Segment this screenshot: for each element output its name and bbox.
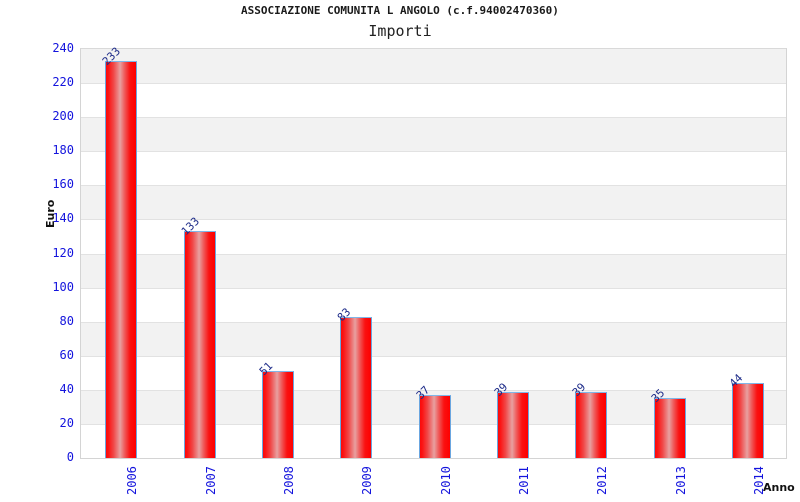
y-tick-label: 240	[52, 41, 74, 55]
x-tick-label: 2008	[281, 466, 296, 495]
bar[interactable]	[418, 394, 451, 458]
x-tick-label: 2011	[516, 466, 531, 495]
x-axis-tick-labels: 2006 2007 2008 2009 2010 2011 2012 2013 2014	[80, 462, 785, 502]
y-tick-label: 20	[59, 415, 74, 430]
gridline	[81, 117, 786, 118]
y-tick-label: 140	[52, 211, 74, 226]
bar[interactable]	[575, 391, 608, 458]
bar[interactable]	[105, 60, 138, 458]
y-tick-label: 100	[52, 279, 74, 294]
x-tick-label: 2009	[360, 466, 375, 495]
y-tick-label: 160	[52, 177, 74, 192]
x-tick-label: 2013	[673, 466, 688, 495]
y-tick-label: 200	[52, 109, 74, 124]
y-axis-tick-labels: 240 220 200 180 160 140 120 100 80 60 40 20 0	[14, 41, 74, 464]
y-tick-label: 80	[59, 313, 74, 328]
chart-subtitle: Importi	[368, 22, 432, 40]
gridline	[81, 356, 786, 357]
bar[interactable]	[183, 231, 216, 458]
chart-title: ASSOCIAZIONE COMUNITA L ANGOLO (c.f.9400…	[241, 4, 559, 17]
plot-area: 233 133 51 83 37 39 39 35 44	[80, 45, 787, 459]
x-axis-title: Anno	[763, 481, 795, 494]
gridline	[81, 322, 786, 323]
gridline	[81, 254, 786, 255]
background-band	[81, 49, 786, 84]
y-tick-label: 60	[59, 347, 74, 362]
bar[interactable]	[261, 371, 294, 458]
bar[interactable]	[496, 391, 529, 458]
bar[interactable]	[340, 316, 373, 458]
gridline	[81, 151, 786, 152]
bar[interactable]	[653, 398, 686, 458]
x-tick-label: 2012	[595, 466, 610, 495]
y-tick-label: 120	[52, 245, 74, 260]
y-axis-title: Euro	[44, 199, 57, 228]
x-tick-label: 2007	[203, 466, 218, 495]
gridline	[81, 390, 786, 391]
x-tick-label: 2010	[438, 466, 453, 495]
gridline	[81, 185, 786, 186]
gridline	[81, 219, 786, 220]
y-tick-label: 220	[52, 75, 74, 90]
bar[interactable]	[731, 383, 764, 458]
y-tick-label: 180	[52, 143, 74, 158]
background-band	[81, 117, 786, 152]
y-tick-label: 40	[59, 381, 74, 396]
gridline	[81, 288, 786, 289]
x-tick-label: 2006	[125, 466, 140, 495]
gridline	[81, 83, 786, 84]
background-band	[81, 185, 786, 220]
y-tick-label: 0	[66, 450, 74, 464]
